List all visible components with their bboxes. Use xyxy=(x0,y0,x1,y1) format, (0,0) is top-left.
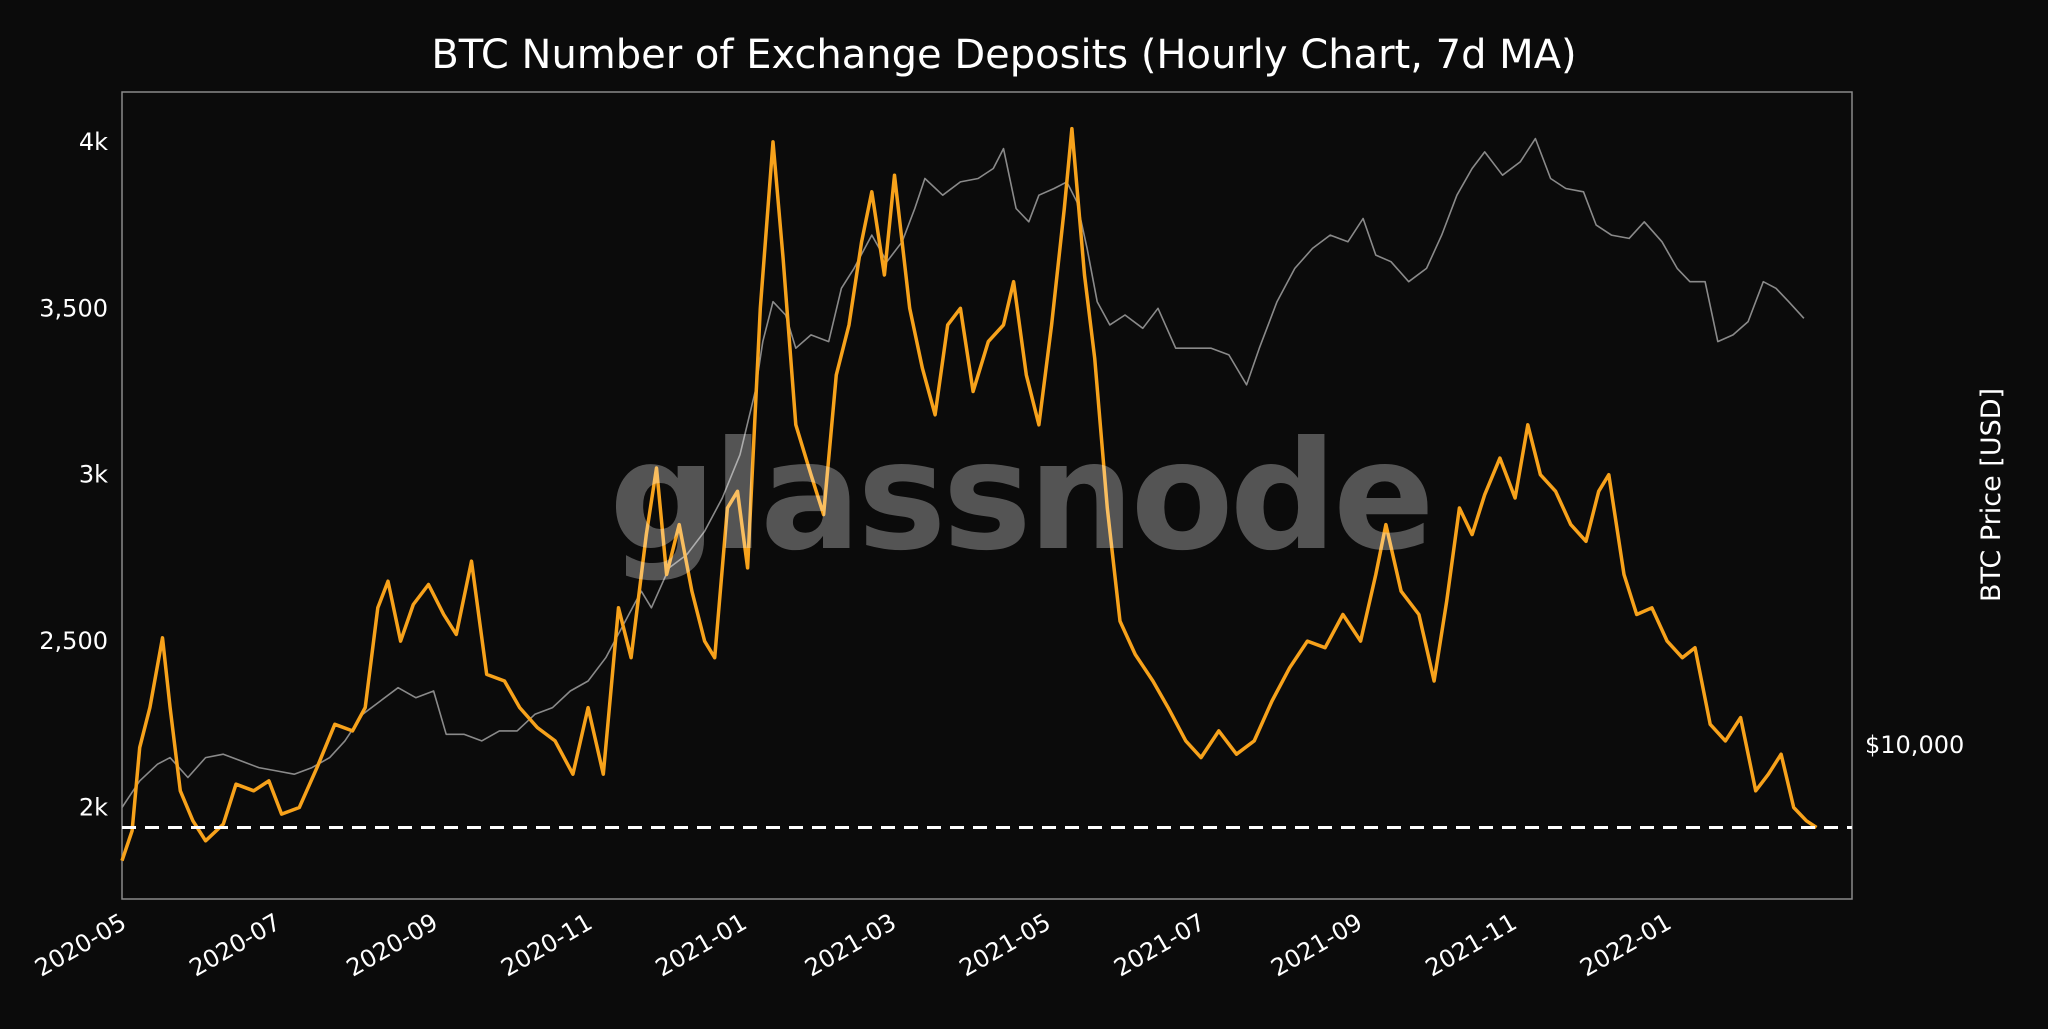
y-tick-label: 2k xyxy=(79,793,108,821)
right-axis-label: BTC Price [USD] xyxy=(1976,388,2007,602)
plot-frame xyxy=(121,91,1853,900)
y-tick-label: 2,500 xyxy=(39,627,108,655)
right-axis-tick: $10,000 xyxy=(1865,731,1964,759)
y-axis-ticks: 2k 2,500 3k 3,500 4k xyxy=(39,128,108,822)
y-tick-label: 3k xyxy=(79,461,108,489)
price-line xyxy=(121,137,1805,808)
chart-title: BTC Number of Exchange Deposits (Hourly … xyxy=(431,32,1576,78)
watermark: glassnode xyxy=(609,410,1431,584)
y-tick-label: 4k xyxy=(79,128,108,156)
deposits-line xyxy=(120,126,1818,862)
y-tick-label: 3,500 xyxy=(39,294,108,322)
